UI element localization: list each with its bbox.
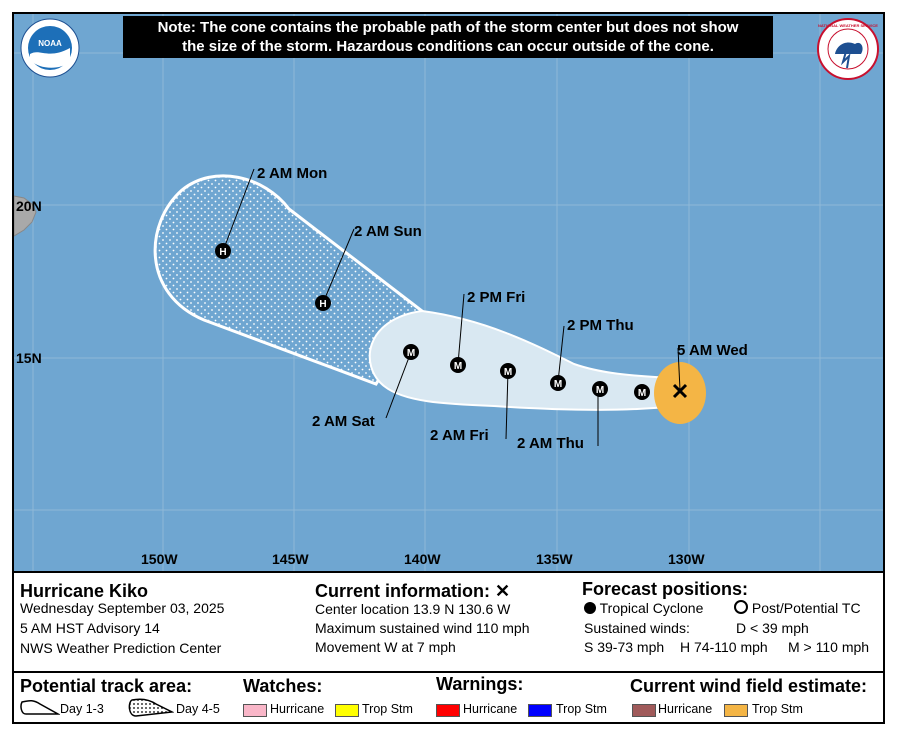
sustained-winds-label: Sustained winds: [584,620,690,636]
wind-hurricane-label: Hurricane [658,702,713,716]
nws-logo: NATIONAL WEATHER SERVICE [817,18,879,80]
ocean [14,14,883,571]
warn-trop-swatch [528,704,552,717]
lat-label: 20N [16,198,42,214]
note-line-1: Note: The cone contains the probable pat… [157,19,739,36]
day-1-3-icon [20,699,60,715]
svg-text:M: M [638,388,646,399]
day-4-5-icon [128,698,174,717]
watch-trop-label: Trop Stm [362,702,413,716]
label-2am-thu: 2 AM Thu [517,435,584,452]
label-2pm-thu: 2 PM Thu [567,317,634,334]
marker-m: M [450,357,466,373]
day-1-3-label: Day 1-3 [60,702,104,716]
wind-hurricane-swatch [632,704,656,717]
h-wind-key: H 74-110 mph [680,639,768,655]
watches-title: Watches: [243,676,323,696]
label-2am-fri: 2 AM Fri [430,427,489,444]
d-wind-key: D < 39 mph [736,620,809,636]
wind-trop-swatch [724,704,748,717]
post-tc-key: Post/Potential TC [734,600,861,616]
s-wind-key: S 39-73 mph [584,639,665,655]
svg-text:M: M [504,367,512,378]
cone-day-4-5 [153,174,424,386]
lon-label: 140W [404,551,441,567]
wind-field-title: Current wind field estimate: [630,676,868,696]
label-2pm-fri: 2 PM Fri [467,289,525,306]
tropical-cyclone-key: Tropical Cyclone [584,600,703,616]
marker-m: M [592,381,608,397]
warn-hurricane-label: Hurricane [463,702,518,716]
watch-hurricane-swatch [243,704,267,717]
svg-text:M: M [454,361,462,372]
cone-note: Note: The cone contains the probable pat… [123,16,773,58]
lon-label: 145W [272,551,309,567]
label-2am-sat: 2 AM Sat [312,413,375,430]
label-2am-mon: 2 AM Mon [257,165,327,182]
label-2am-sun: 2 AM Sun [354,223,422,240]
lon-label: 150W [141,551,178,567]
open-circle-icon [734,600,748,614]
movement: Movement W at 7 mph [315,639,456,655]
storm-name: Hurricane Kiko [20,581,149,601]
lon-label: 130W [668,551,705,567]
marker-m: M [500,363,516,379]
legend-divider [14,671,883,673]
marker-m: M [403,344,419,360]
warnings-title: Warnings: [436,674,524,694]
watch-hurricane-label: Hurricane [270,702,325,716]
marker-h: H [215,243,231,259]
day-4-5-label: Day 4-5 [176,702,220,716]
current-info-title: Current information: ✕ [315,581,511,601]
label-5am-wed: 5 AM Wed [677,342,748,359]
lat-label: 15N [16,350,42,366]
warn-trop-label: Trop Stm [556,702,607,716]
marker-m: M [550,375,566,391]
forecast-positions-title: Forecast positions: [582,579,749,599]
max-wind: Maximum sustained wind 110 mph [315,620,530,636]
track-area-title: Potential track area: [20,676,193,696]
issuing-center: NWS Weather Prediction Center [20,640,222,656]
advisory-date: Wednesday September 03, 2025 [20,600,225,616]
note-line-2: the size of the storm. Hazardous conditi… [182,38,714,55]
center-location: Center location 13.9 N 130.6 W [315,601,511,617]
svg-text:M: M [554,379,562,390]
current-position-x [672,383,688,399]
warn-hurricane-swatch [436,704,460,717]
forecast-map: M M M M M M H H 5 AM Wed 2 AM Thu 2 PM T… [14,14,883,571]
map-bottom-border [14,571,883,573]
label-leaders [222,168,681,446]
advisory-number: 5 AM HST Advisory 14 [20,620,160,636]
noaa-logo-text: NOAA [38,39,62,48]
svg-text:M: M [407,348,415,359]
m-wind-key: M > 110 mph [788,639,870,655]
hawaii-island [14,195,37,237]
wind-trop-label: Trop Stm [752,702,803,716]
marker-m: M [634,384,650,400]
watch-trop-swatch [335,704,359,717]
marker-h: H [315,295,331,311]
lon-label: 135W [536,551,573,567]
filled-circle-icon [584,602,596,614]
noaa-logo: NOAA [20,18,80,78]
svg-text:H: H [319,299,326,310]
nws-logo-text: NATIONAL WEATHER SERVICE [818,23,878,28]
svg-text:H: H [219,247,226,258]
svg-text:M: M [596,385,604,396]
forecast-markers: M M M M M M H H [215,243,688,400]
